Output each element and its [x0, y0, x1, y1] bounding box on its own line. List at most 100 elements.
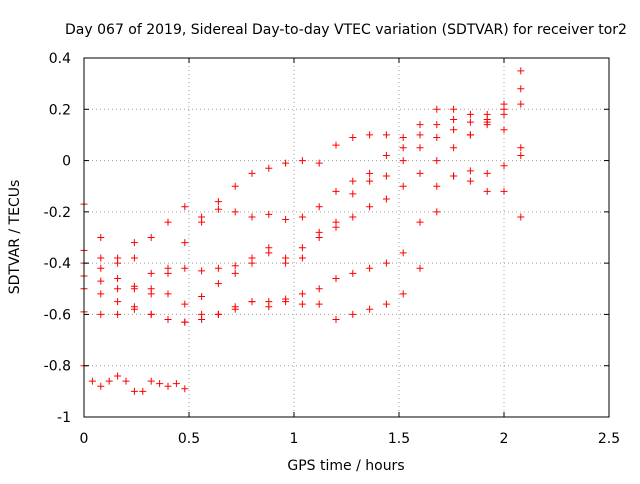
data-point	[97, 277, 105, 285]
data-point	[130, 239, 138, 247]
data-point	[172, 380, 180, 388]
data-point	[198, 292, 206, 300]
data-point	[265, 210, 273, 218]
data-point	[349, 133, 357, 141]
data-points	[80, 67, 525, 395]
data-point	[500, 126, 508, 134]
data-point	[214, 310, 222, 318]
y-tick-label: -0.8	[44, 359, 71, 375]
data-point	[147, 269, 155, 277]
data-point	[298, 300, 306, 308]
data-point	[231, 303, 239, 311]
data-point	[517, 144, 525, 152]
data-point	[214, 198, 222, 206]
data-point	[248, 254, 256, 262]
data-point	[147, 234, 155, 241]
data-point	[164, 382, 172, 390]
data-point	[231, 182, 239, 190]
data-point	[382, 131, 390, 139]
data-point	[265, 303, 273, 311]
data-point	[97, 310, 105, 318]
data-point	[214, 280, 222, 288]
data-point	[315, 159, 323, 167]
data-point	[122, 377, 130, 385]
data-point	[450, 126, 458, 134]
data-point	[366, 305, 374, 313]
data-point	[433, 105, 441, 113]
data-point	[332, 316, 340, 324]
data-point	[500, 187, 508, 195]
data-point	[382, 195, 390, 203]
data-point	[332, 223, 340, 231]
data-point	[282, 216, 290, 224]
data-point	[130, 254, 138, 262]
data-point	[248, 169, 256, 177]
data-point	[315, 285, 323, 293]
data-point	[416, 169, 424, 177]
data-point	[399, 249, 407, 257]
y-tick-label: -0.2	[44, 205, 71, 221]
data-point	[366, 177, 374, 185]
data-point	[282, 159, 290, 167]
data-point	[382, 151, 390, 159]
data-point	[517, 85, 525, 93]
data-point	[181, 300, 189, 308]
data-point	[517, 67, 525, 75]
data-point	[114, 298, 122, 306]
series-trace-7	[80, 362, 189, 395]
data-point	[298, 244, 306, 252]
data-point	[181, 264, 189, 272]
data-point	[181, 318, 189, 326]
data-point	[97, 254, 105, 262]
y-tick-label: 0.2	[49, 102, 71, 118]
data-point	[466, 110, 474, 118]
series-trace-3	[80, 67, 525, 298]
data-point	[433, 121, 441, 129]
data-point	[147, 377, 155, 385]
data-point	[97, 382, 105, 390]
data-point	[466, 177, 474, 185]
data-point	[198, 218, 206, 226]
data-point	[298, 213, 306, 221]
data-point	[517, 213, 525, 221]
data-point	[198, 316, 206, 324]
data-point	[298, 290, 306, 298]
data-point	[147, 310, 155, 318]
data-point	[130, 305, 138, 313]
data-point	[114, 310, 122, 318]
series-trace-4	[80, 100, 525, 308]
axis-ticks	[83, 57, 610, 418]
data-point	[231, 269, 239, 277]
chart-title: Day 067 of 2019, Sidereal Day-to-day VTE…	[65, 22, 627, 38]
data-point	[248, 213, 256, 221]
data-point	[231, 262, 239, 270]
data-point	[450, 116, 458, 124]
y-tick-label: -1	[57, 410, 71, 426]
y-tick-label: -0.6	[44, 307, 71, 323]
data-point	[450, 144, 458, 152]
data-point	[88, 377, 96, 385]
data-point	[214, 205, 222, 213]
data-point	[500, 162, 508, 170]
data-point	[466, 131, 474, 139]
data-point	[433, 208, 441, 216]
data-point	[181, 203, 189, 211]
x-tick-label: 0.5	[178, 431, 200, 447]
data-point	[114, 275, 122, 283]
data-point	[517, 100, 525, 108]
plot-border	[83, 57, 610, 418]
y-tick-label: -0.4	[44, 256, 71, 272]
data-point	[139, 387, 147, 395]
data-point	[382, 172, 390, 180]
data-point	[282, 254, 290, 262]
data-point	[483, 187, 491, 195]
data-point	[114, 285, 122, 293]
data-point	[97, 234, 105, 241]
data-point	[416, 144, 424, 152]
data-point	[114, 372, 122, 380]
data-point	[433, 157, 441, 165]
data-point	[433, 182, 441, 190]
series-trace-1	[80, 105, 525, 262]
